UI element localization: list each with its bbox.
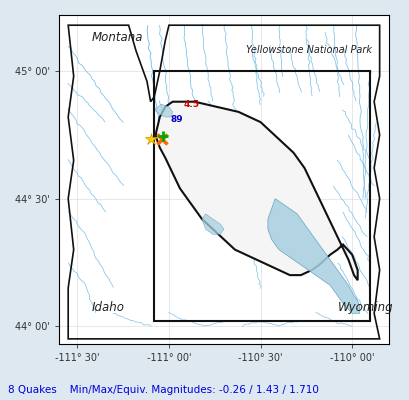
Polygon shape — [267, 199, 359, 313]
Text: Wyoming: Wyoming — [337, 301, 392, 314]
Polygon shape — [154, 104, 172, 117]
Text: 4.5: 4.5 — [183, 100, 199, 109]
Text: 8 Quakes    Min/Max/Equiv. Magnitudes: -0.26 / 1.43 / 1.710: 8 Quakes Min/Max/Equiv. Magnitudes: -0.2… — [8, 385, 318, 395]
Text: Idaho: Idaho — [92, 301, 125, 314]
Polygon shape — [202, 214, 223, 234]
Text: Yellowstone National Park: Yellowstone National Park — [245, 45, 371, 55]
Polygon shape — [156, 102, 357, 280]
Text: Montana: Montana — [92, 30, 143, 44]
Bar — [154, 71, 370, 321]
Text: 89: 89 — [171, 115, 183, 124]
